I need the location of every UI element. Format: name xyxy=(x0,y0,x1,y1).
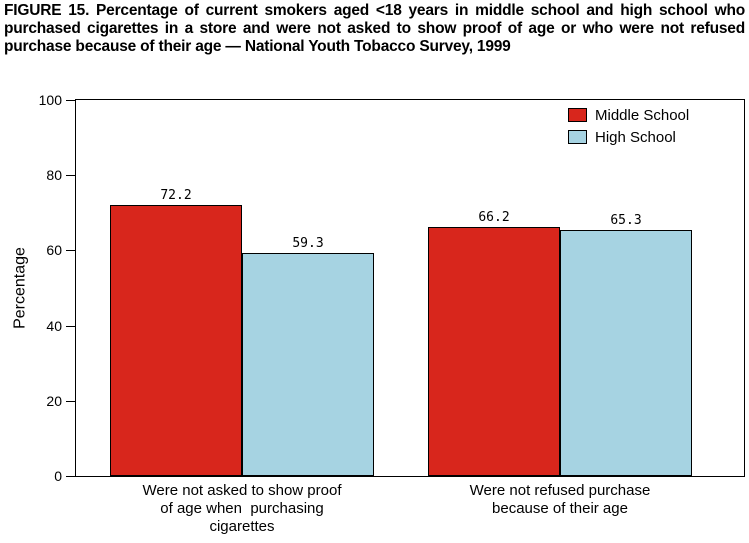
y-tick-label: 40 xyxy=(46,317,62,334)
bar-high-school-cat1 xyxy=(242,253,374,476)
legend-row: High School xyxy=(568,126,689,148)
bar-middle-school-cat2 xyxy=(428,227,560,476)
legend-label: Middle School xyxy=(595,106,690,124)
y-tick-label: 20 xyxy=(46,392,62,409)
y-tick-label: 0 xyxy=(54,468,62,484)
y-tick-mark xyxy=(66,325,75,327)
y-tick-label: 80 xyxy=(46,167,62,184)
bar-middle-school-cat1 xyxy=(110,205,242,476)
y-tick-label: 60 xyxy=(46,242,62,259)
bar-high-school-cat2 xyxy=(560,230,692,476)
legend-swatch-middle-school xyxy=(568,108,587,122)
bar-value-label: 72.2 xyxy=(160,188,192,203)
y-tick-mark xyxy=(66,250,75,252)
bar-value-label: 66.2 xyxy=(478,210,510,225)
y-tick-label: 100 xyxy=(38,92,62,108)
legend-label: High School xyxy=(595,128,676,146)
y-tick-mark xyxy=(66,400,75,402)
y-tick-mark xyxy=(66,175,75,177)
category-label-1: Were not asked to show proof of age when… xyxy=(142,482,342,535)
y-tick-mark xyxy=(66,100,75,101)
bar-value-label: 59.3 xyxy=(292,236,324,251)
bar-value-label: 65.3 xyxy=(610,213,642,228)
figure-title: FIGURE 15. Percentage of current smokers… xyxy=(4,2,745,55)
legend-row: Middle School xyxy=(568,104,689,126)
legend-swatch-high-school xyxy=(568,130,587,144)
y-tick-mark xyxy=(66,476,75,477)
legend: Middle School High School xyxy=(568,104,689,148)
category-label-2: Were not refused purchase because of the… xyxy=(469,482,651,517)
y-axis-title: Percentage xyxy=(11,247,29,329)
